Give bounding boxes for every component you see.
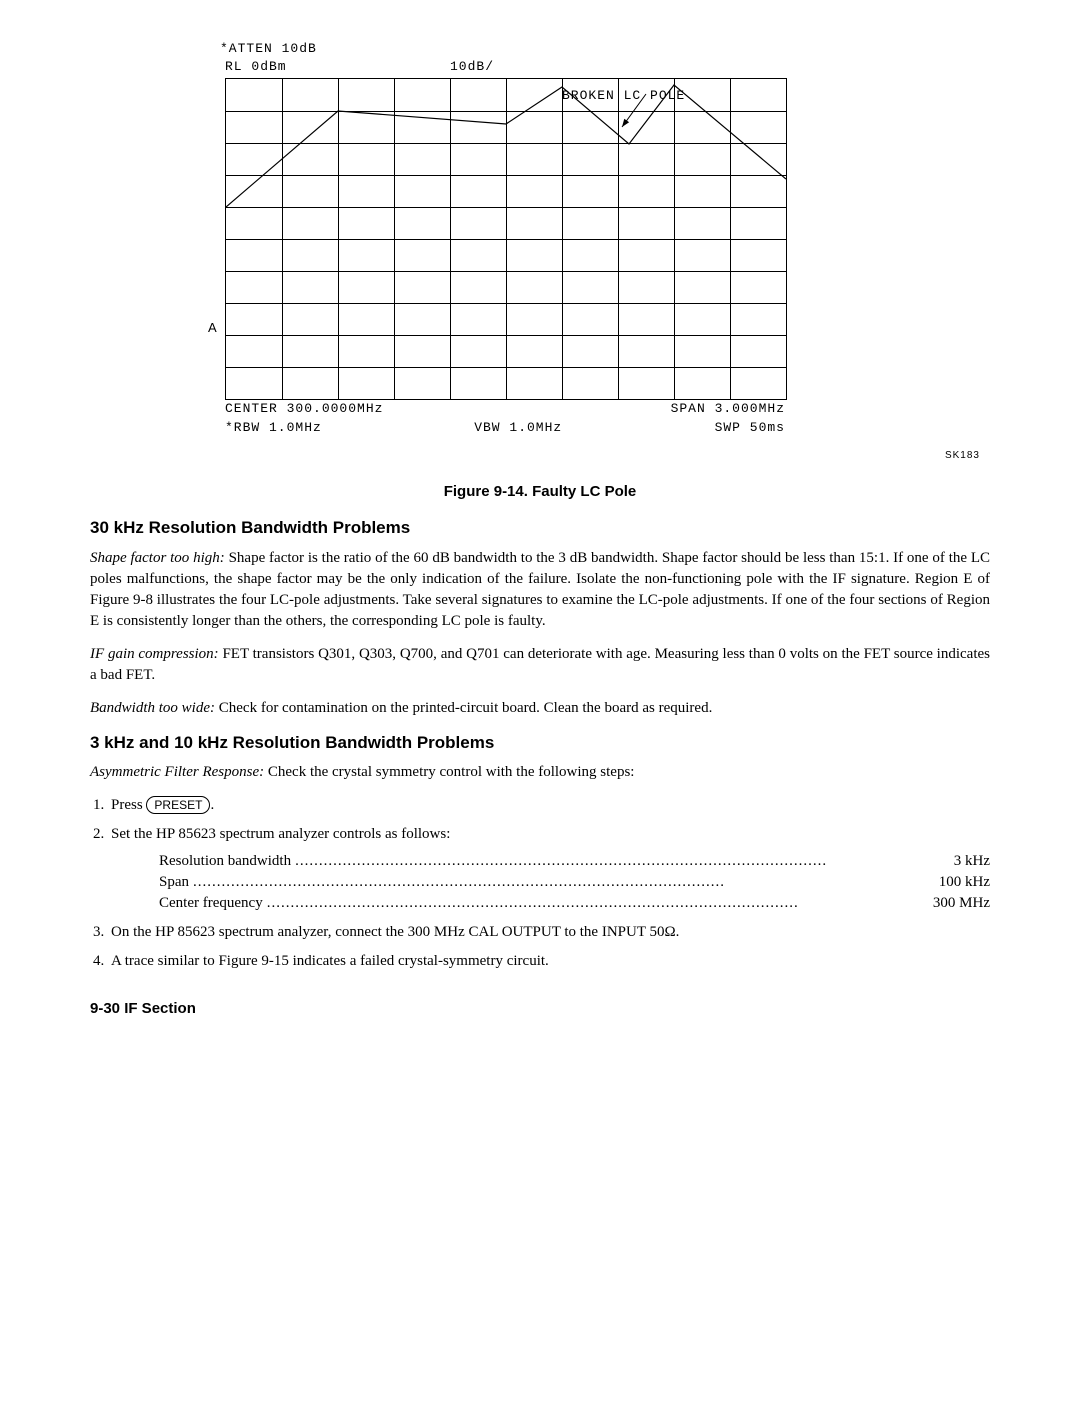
atten-label: *ATTEN 10dB bbox=[220, 40, 990, 58]
bandwidth-wide-lead: Bandwidth too wide: bbox=[90, 700, 215, 716]
chart-header: *ATTEN 10dB RL 0dBm 10dB/ bbox=[200, 40, 990, 76]
step-1: Press PRESET. bbox=[108, 795, 990, 816]
leader-dots bbox=[267, 893, 929, 914]
chart-grid: A BROKEN LC POLE bbox=[225, 78, 787, 400]
heading-30khz: 30 kHz Resolution Bandwidth Problems bbox=[90, 516, 990, 540]
step-1-post: . bbox=[210, 797, 214, 813]
asymmetric-body: Check the crystal symmetry control with … bbox=[264, 764, 634, 780]
figure-caption: Figure 9-14. Faulty LC Pole bbox=[90, 481, 990, 502]
swp-label: SWP 50ms bbox=[715, 419, 785, 437]
setting-rbw-val: 3 kHz bbox=[954, 851, 990, 872]
bandwidth-wide-paragraph: Bandwidth too wide: Check for contaminat… bbox=[90, 698, 990, 719]
scale-label: 10dB/ bbox=[450, 58, 494, 76]
setting-span-val: 100 kHz bbox=[939, 872, 990, 893]
heading-3-10khz: 3 kHz and 10 kHz Resolution Bandwidth Pr… bbox=[90, 731, 990, 755]
step-2-text: Set the HP 85623 spectrum analyzer contr… bbox=[111, 826, 450, 842]
setting-span-label: Span bbox=[159, 872, 189, 893]
setting-span: Span 100 kHz bbox=[159, 872, 990, 893]
step-2: Set the HP 85623 spectrum analyzer contr… bbox=[108, 824, 990, 914]
center-freq-label: CENTER 300.0000MHz bbox=[225, 400, 383, 418]
setting-cf-val: 300 MHz bbox=[933, 893, 990, 914]
shape-factor-body: Shape factor is the ratio of the 60 dB b… bbox=[90, 550, 990, 629]
bandwidth-wide-body: Check for contamination on the printed-c… bbox=[215, 700, 712, 716]
if-gain-paragraph: IF gain compression: FET transistors Q30… bbox=[90, 644, 990, 686]
setting-rbw: Resolution bandwidth 3 kHz bbox=[159, 851, 990, 872]
rl-label: RL 0dBm bbox=[225, 58, 450, 76]
leader-dots bbox=[193, 872, 935, 893]
step-3: On the HP 85623 spectrum analyzer, conne… bbox=[108, 922, 990, 943]
asymmetric-lead: Asymmetric Filter Response: bbox=[90, 764, 264, 780]
setting-cf-label: Center frequency bbox=[159, 893, 263, 914]
preset-key: PRESET bbox=[146, 796, 210, 814]
setting-cf: Center frequency 300 MHz bbox=[159, 893, 990, 914]
figure-id: SK183 bbox=[90, 449, 980, 463]
procedure-list: Press PRESET. Set the HP 85623 spectrum … bbox=[90, 795, 990, 972]
if-gain-body: FET transistors Q301, Q303, Q700, and Q7… bbox=[90, 646, 990, 683]
leader-dots bbox=[295, 851, 950, 872]
span-label: SPAN 3.000MHz bbox=[671, 400, 785, 418]
axis-marker-a: A bbox=[208, 319, 217, 337]
step-1-pre: Press bbox=[111, 797, 146, 813]
page-footer: 9-30 IF Section bbox=[90, 998, 990, 1019]
asymmetric-paragraph: Asymmetric Filter Response: Check the cr… bbox=[90, 762, 990, 783]
chart-footer: CENTER 300.0000MHz SPAN 3.000MHz *RBW 1.… bbox=[225, 400, 785, 436]
shape-factor-paragraph: Shape factor too high: Shape factor is t… bbox=[90, 548, 990, 632]
if-gain-lead: IF gain compression: bbox=[90, 646, 219, 662]
chart-figure: *ATTEN 10dB RL 0dBm 10dB/ A BROKEN LC PO… bbox=[200, 40, 990, 437]
rbw-label: *RBW 1.0MHz bbox=[225, 419, 322, 437]
shape-factor-lead: Shape factor too high: bbox=[90, 550, 225, 566]
vbw-label: VBW 1.0MHz bbox=[474, 419, 562, 437]
settings-block: Resolution bandwidth 3 kHz Span 100 kHz … bbox=[159, 851, 990, 914]
setting-rbw-label: Resolution bandwidth bbox=[159, 851, 291, 872]
step-4: A trace similar to Figure 9-15 indicates… bbox=[108, 951, 990, 972]
